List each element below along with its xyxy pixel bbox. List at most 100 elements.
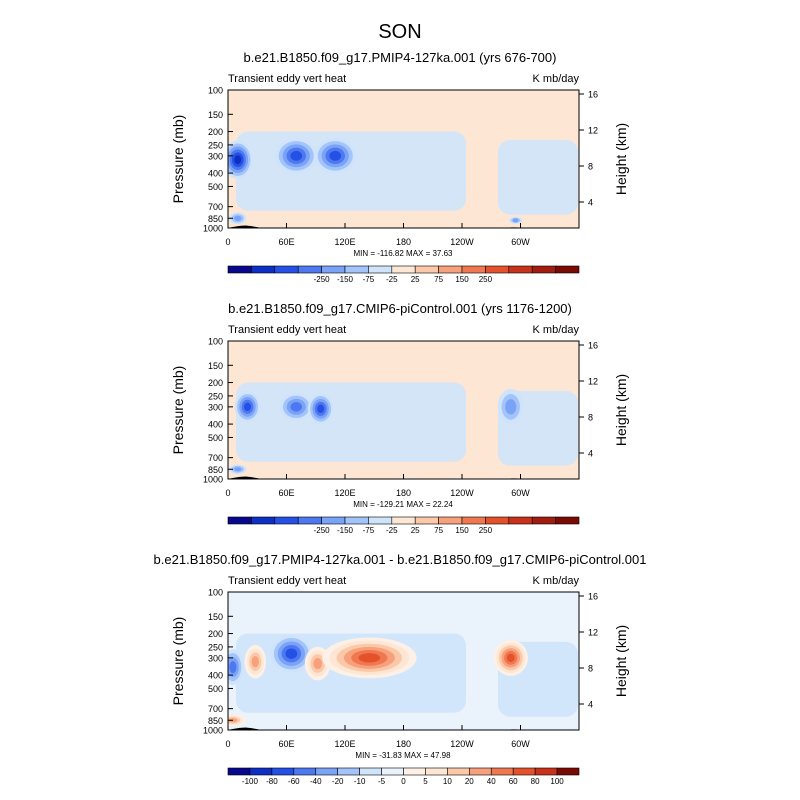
colorbar-label: -5 [378, 777, 386, 786]
colorbar-swatch [321, 516, 346, 525]
y-tick-label: 500 [208, 684, 223, 694]
contour-core [506, 653, 515, 662]
y-tick-label: 1000 [203, 224, 223, 234]
colorbar-label: 250 [479, 275, 493, 284]
colorbar-label: -10 [354, 777, 366, 786]
colorbar-swatch [414, 516, 439, 525]
contour-field [228, 341, 579, 479]
right-string: K mb/day [533, 73, 580, 85]
x-tick-label: 180 [396, 739, 411, 749]
colorbar-swatch [485, 516, 510, 525]
y-right-tick-label: 16 [588, 592, 598, 602]
colorbar-swatch [414, 265, 439, 274]
colorbar-label: 25 [411, 526, 420, 535]
colorbar-label: -75 [363, 275, 375, 284]
contour-core [512, 218, 519, 223]
colorbar-swatch [438, 265, 463, 274]
colorbar-label: 100 [550, 777, 564, 786]
x-tick-label: 0 [225, 488, 230, 498]
field-band [236, 131, 466, 211]
colorbar-label: -25 [386, 275, 398, 284]
colorbar-swatch [512, 767, 536, 776]
y-axis-label: Pressure (mb) [170, 366, 186, 455]
colorbar-label: -80 [266, 777, 278, 786]
colorbar-label: -25 [386, 526, 398, 535]
y-tick-label: 1000 [203, 726, 223, 736]
y-tick-label: 700 [208, 202, 223, 212]
right-string: K mb/day [533, 324, 580, 336]
colorbar-swatch [403, 767, 426, 776]
y-tick-label: 850 [208, 716, 223, 726]
x-tick-label: 0 [225, 237, 230, 247]
y-tick-label: 850 [208, 465, 223, 475]
colorbar-label: 20 [465, 777, 474, 786]
colorbar-label: -150 [337, 275, 354, 284]
y-axis-label: Pressure (mb) [170, 617, 186, 706]
y-tick-label: 200 [208, 629, 223, 639]
x-tick-label: 120W [450, 488, 474, 498]
min-max-label: MIN = -116.82 MAX = 37.63 [353, 249, 453, 258]
y-axis-label: Pressure (mb) [170, 115, 186, 204]
colorbar-swatch [227, 767, 251, 776]
colorbar-swatch [337, 767, 360, 776]
colorbar-swatch [531, 516, 556, 525]
colorbar-swatch [381, 767, 404, 776]
colorbar-swatch [508, 516, 533, 525]
colorbar-swatch [297, 516, 322, 525]
y-tick-label: 500 [208, 182, 223, 192]
colorbar-label: 60 [509, 777, 518, 786]
y-right-tick-label: 16 [588, 90, 598, 100]
colorbar-label: 25 [411, 275, 420, 284]
colorbar-swatch [461, 516, 486, 525]
panel-3: b.e21.B1850.f09_g17.PMIP4-127ka.001 - b.… [154, 552, 647, 786]
y-right-tick-label: 4 [588, 198, 593, 208]
y-right-tick-label: 8 [588, 664, 593, 674]
y-right-tick-label: 12 [588, 377, 598, 387]
colorbar-swatch [490, 767, 514, 776]
y-tick-label: 850 [208, 214, 223, 224]
contour-core [234, 467, 242, 472]
colorbar-swatch [293, 767, 317, 776]
colorbar-swatch [274, 516, 299, 525]
colorbar-swatch [555, 265, 580, 274]
right-string: K mb/day [533, 575, 580, 587]
panel-1: b.e21.B1850.f09_g17.PMIP4-127ka.001 (yrs… [170, 50, 629, 284]
colorbar-swatch [321, 265, 346, 274]
y-tick-label: 300 [208, 653, 223, 663]
colorbar-label: -75 [363, 526, 375, 535]
y-tick-label: 100 [208, 337, 223, 347]
panel-title: b.e21.B1850.f09_g17.PMIP4-127ka.001 - b.… [154, 552, 647, 567]
y-right-tick-label: 12 [588, 126, 598, 136]
contour-field [228, 592, 579, 730]
colorbar-swatch [344, 265, 369, 274]
colorbar-swatch [485, 265, 510, 274]
colorbar-label: 150 [455, 275, 469, 284]
y-right-tick-label: 8 [588, 162, 593, 172]
y-right-axis-label: Height (km) [613, 374, 629, 446]
y-right-axis-label: Height (km) [613, 625, 629, 697]
contour-core [229, 661, 237, 674]
min-max-label: MIN = -31.83 MAX = 47.98 [355, 751, 451, 760]
left-string: Transient eddy vert heat [228, 73, 346, 85]
contour-core [358, 653, 381, 663]
x-tick-label: 0 [225, 739, 230, 749]
y-right-axis-label: Height (km) [613, 123, 629, 195]
colorbar-label: -60 [288, 777, 300, 786]
colorbar-label: 75 [434, 526, 443, 535]
y-tick-label: 250 [208, 391, 223, 401]
panel-title: b.e21.B1850.f09_g17.PMIP4-127ka.001 (yrs… [244, 50, 557, 65]
contour-core [313, 657, 322, 670]
contour-field [228, 90, 579, 228]
colorbar-swatch [531, 265, 556, 274]
contour-core [505, 399, 517, 415]
x-tick-label: 60E [278, 237, 294, 247]
contour-core [234, 155, 242, 165]
colorbar-label: 0 [401, 777, 406, 786]
colorbar-swatch [447, 767, 470, 776]
colorbar-swatch [251, 516, 276, 525]
colorbar-swatch [556, 767, 580, 776]
x-tick-label: 120E [334, 488, 355, 498]
colorbar-swatch [251, 265, 276, 274]
y-tick-label: 700 [208, 453, 223, 463]
panels: b.e21.B1850.f09_g17.PMIP4-127ka.001 (yrs… [154, 50, 647, 786]
